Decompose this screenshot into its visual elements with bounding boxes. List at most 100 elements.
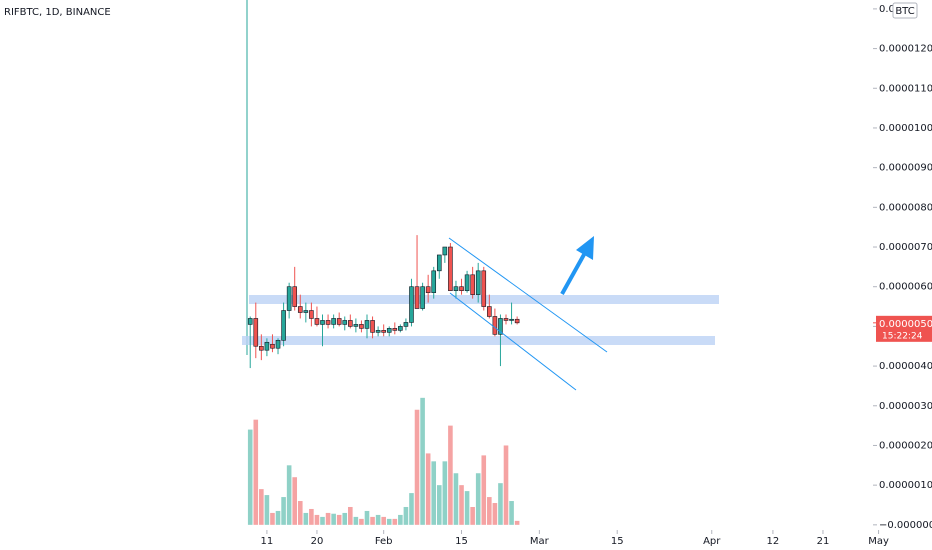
candle-body [409, 286, 414, 323]
candle-body [375, 330, 381, 333]
candle-body [320, 320, 325, 325]
price-axis [873, 0, 932, 550]
volume-bar [348, 506, 353, 525]
candle-body [475, 270, 481, 295]
volume-bar [342, 512, 348, 525]
volume-bar [270, 512, 275, 525]
candle-body [514, 318, 520, 324]
volume-bar [320, 516, 325, 525]
candle-body [359, 324, 364, 329]
volume-bar [303, 512, 309, 525]
last-price-label: 0.00000509 [879, 319, 932, 330]
volume-bar [481, 455, 487, 525]
x-tick-label: 11 [261, 536, 274, 547]
candle-body [286, 286, 292, 311]
volume-bar [325, 512, 331, 525]
candle-body [436, 254, 442, 272]
volume-bar [314, 514, 320, 525]
candle-body [498, 318, 503, 335]
candle-body [297, 306, 303, 313]
candle-body [481, 270, 487, 307]
currency-badge [892, 2, 918, 19]
marks [247, 235, 520, 525]
candle-body [253, 318, 259, 347]
candle-body [403, 322, 409, 327]
volume-bar [331, 513, 336, 525]
volume-bar [459, 485, 464, 525]
volume-bar [498, 483, 503, 525]
candle-body [292, 286, 298, 307]
volume-bar [403, 506, 409, 525]
volume-bar [292, 477, 298, 525]
x-tick-label: 20 [311, 536, 324, 547]
candle-body [487, 306, 492, 317]
candle-body [464, 274, 470, 291]
volume-bar [509, 501, 514, 525]
candle-body [509, 318, 514, 321]
candle-body [264, 341, 270, 351]
arrow-shaft [560, 250, 588, 295]
volume-bar [442, 461, 448, 525]
candle-body [348, 320, 353, 327]
volume-bar [353, 516, 359, 525]
volume-bar [464, 491, 470, 525]
support-zone [242, 336, 715, 345]
volume-bar [253, 419, 259, 525]
candle-body [392, 328, 398, 331]
volume-bar [448, 425, 453, 525]
candle-body [459, 286, 464, 291]
volume-bar [297, 501, 303, 525]
volume-bar [247, 429, 253, 525]
candle-body [370, 320, 375, 333]
volume-bar [370, 516, 375, 525]
arrow-head [576, 236, 594, 260]
symbol-title: RIFBTC, 1D, BINANCE [4, 7, 111, 18]
volume-bar [381, 516, 386, 525]
candle-body [503, 318, 509, 321]
volume-bar [425, 453, 431, 525]
x-tick-label: Feb [375, 536, 393, 547]
volume-bar [264, 495, 270, 525]
candle-body [398, 326, 403, 331]
candle-body [314, 318, 320, 325]
candle-body [386, 328, 392, 333]
candle-body [470, 274, 475, 295]
channel-lower [449, 292, 577, 391]
candle-body [431, 270, 437, 293]
y-tick-label: −0.00000000 [879, 520, 932, 531]
volume-bar [386, 518, 392, 525]
volume-bar [409, 493, 414, 525]
x-tick-label: 21 [817, 536, 830, 547]
x-tick-label: Mar [530, 536, 550, 547]
volume-bar [364, 510, 370, 525]
x-tick-label: Apr [703, 536, 721, 547]
volume-bar [470, 506, 475, 525]
volume-bar [475, 473, 481, 525]
channel-upper [448, 237, 608, 353]
volume-bar [436, 485, 442, 525]
y-tick-label: 0.0 [879, 4, 895, 15]
candle-body [309, 310, 314, 319]
x-tick-label: 15 [611, 536, 624, 547]
candle-body [331, 318, 336, 325]
volume-bar [359, 518, 364, 525]
candle-body [414, 286, 420, 309]
volume-bar [420, 397, 425, 525]
volume-bar [487, 497, 492, 525]
candle-body [247, 318, 253, 325]
candle-body [259, 345, 264, 351]
volume-bar [514, 520, 520, 525]
volume-bar [392, 518, 398, 525]
candle-body [281, 310, 286, 341]
